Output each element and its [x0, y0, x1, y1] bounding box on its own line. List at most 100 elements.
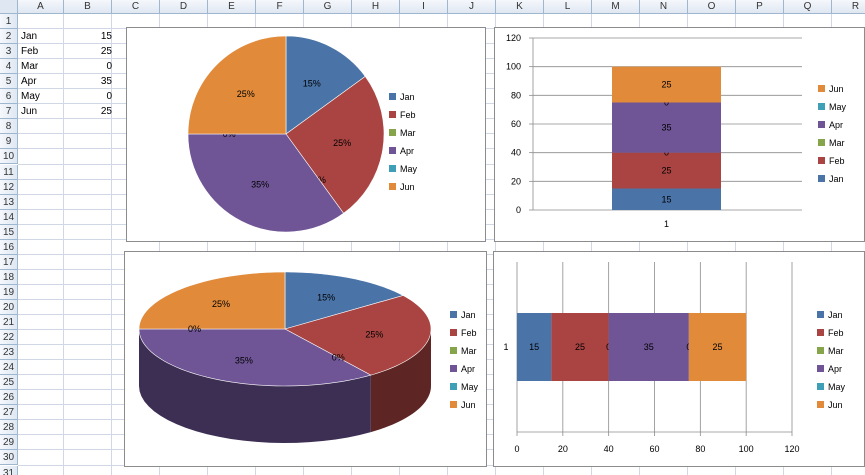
- row-header-25[interactable]: 25: [0, 375, 18, 391]
- legend-label: Feb: [829, 156, 845, 166]
- legend-swatch: [450, 347, 457, 354]
- column-gridline: [831, 14, 832, 475]
- legend-label: Jun: [461, 400, 476, 410]
- row-header-14[interactable]: 14: [0, 209, 18, 225]
- legend-label: Jun: [400, 182, 415, 192]
- row-header-9[interactable]: 9: [0, 134, 18, 150]
- row-header-15[interactable]: 15: [0, 224, 18, 240]
- column-header-d[interactable]: D: [160, 0, 208, 14]
- row-header-2[interactable]: 2: [0, 29, 18, 45]
- row-header-8[interactable]: 8: [0, 119, 18, 135]
- cell-a4[interactable]: Mar: [21, 61, 39, 73]
- cell-b2[interactable]: 15: [100, 31, 112, 43]
- row-header-12[interactable]: 12: [0, 179, 18, 195]
- row-header-7[interactable]: 7: [0, 104, 18, 120]
- x-tick-label: 120: [784, 444, 799, 454]
- cell-b6[interactable]: 0: [106, 91, 112, 103]
- pie-chart-plot: 15%25%0%35%0%25%: [187, 35, 385, 233]
- row-header-16[interactable]: 16: [0, 239, 18, 255]
- bar-segment-apr: [608, 313, 689, 381]
- row-header-21[interactable]: 21: [0, 315, 18, 331]
- bar-segment-jan: [517, 313, 552, 381]
- column-gridline: [447, 14, 448, 475]
- cell-b4[interactable]: 0: [106, 61, 112, 73]
- column-gridline: [303, 14, 304, 475]
- data-label: 25%: [333, 138, 351, 148]
- row-header-11[interactable]: 11: [0, 164, 18, 180]
- y-tick-label: 20: [511, 176, 521, 186]
- stacked-bar-chart[interactable]: 02040608010012015250350251 JanFebMarAprM…: [493, 251, 865, 467]
- row-header-22[interactable]: 22: [0, 330, 18, 346]
- legend-swatch: [818, 103, 825, 110]
- legend-swatch: [450, 329, 457, 336]
- cell-a5[interactable]: Apr: [21, 76, 37, 88]
- column-gridline: [639, 14, 640, 475]
- column-header-k[interactable]: K: [496, 0, 544, 14]
- legend-label: May: [400, 164, 418, 174]
- column-header-c[interactable]: C: [112, 0, 160, 14]
- row-header-30[interactable]: 30: [0, 450, 18, 466]
- column-header-l[interactable]: L: [544, 0, 592, 14]
- bar-segment-jan: [612, 188, 721, 210]
- stacked-column-chart[interactable]: 02040608010012015250350251 JunMayAprMarF…: [494, 27, 865, 242]
- row-header-17[interactable]: 17: [0, 254, 18, 270]
- row-header-6[interactable]: 6: [0, 89, 18, 105]
- pie-slice-jun: [187, 35, 287, 135]
- row-header-13[interactable]: 13: [0, 194, 18, 210]
- row-header-29[interactable]: 29: [0, 435, 18, 451]
- cell-a3[interactable]: Feb: [21, 46, 39, 58]
- column-header-f[interactable]: F: [256, 0, 304, 14]
- y-tick-label: 100: [506, 62, 521, 72]
- column-header-j[interactable]: J: [448, 0, 496, 14]
- legend-label: Jan: [461, 310, 476, 320]
- bar-segment-apr: [612, 102, 721, 153]
- column-header-b[interactable]: B: [64, 0, 112, 14]
- column-header-i[interactable]: I: [400, 0, 448, 14]
- row-header-10[interactable]: 10: [0, 149, 18, 165]
- pie-3d-chart[interactable]: 15% 25% 0% 35% 0% 25% Jan Feb Mar Apr May Jun: [124, 251, 487, 467]
- cell-a7[interactable]: Jun: [21, 106, 38, 118]
- column-header-o[interactable]: O: [688, 0, 736, 14]
- row-header-5[interactable]: 5: [0, 74, 18, 90]
- row-header-4[interactable]: 4: [0, 59, 18, 75]
- stacked-bar-plot: 02040608010012015250350251: [503, 262, 800, 454]
- column-gridline: [159, 14, 160, 475]
- column-header-g[interactable]: G: [304, 0, 352, 14]
- legend-label: Jan: [400, 92, 415, 102]
- row-header-28[interactable]: 28: [0, 420, 18, 436]
- column-header-h[interactable]: H: [352, 0, 400, 14]
- row-header-18[interactable]: 18: [0, 269, 18, 285]
- row-header-19[interactable]: 19: [0, 284, 18, 300]
- data-label: 35%: [235, 355, 253, 365]
- column-header-a[interactable]: A: [18, 0, 64, 14]
- row-header-26[interactable]: 26: [0, 390, 18, 406]
- cell-b3[interactable]: 25: [100, 46, 112, 58]
- legend-swatch: [818, 175, 825, 182]
- y-tick-label: 120: [506, 33, 521, 43]
- row-header-31[interactable]: 31: [0, 465, 18, 475]
- cell-a6[interactable]: May: [21, 91, 40, 103]
- cell-a2[interactable]: Jan: [21, 31, 38, 43]
- pie-3d-plot: 15% 25% 0% 35% 0% 25%: [138, 271, 432, 443]
- pie-slice-feb: [284, 295, 432, 376]
- row-header-3[interactable]: 3: [0, 44, 18, 60]
- cell-b7[interactable]: 25: [100, 106, 112, 118]
- legend-label: Mar: [828, 346, 844, 356]
- column-header-r[interactable]: R: [832, 0, 865, 14]
- row-header-20[interactable]: 20: [0, 299, 18, 315]
- column-header-q[interactable]: Q: [784, 0, 832, 14]
- row-header-1[interactable]: 1: [0, 14, 18, 30]
- column-header-m[interactable]: M: [592, 0, 640, 14]
- cell-b5[interactable]: 35: [100, 76, 112, 88]
- row-header-23[interactable]: 23: [0, 345, 18, 361]
- row-header-27[interactable]: 27: [0, 405, 18, 421]
- column-header-e[interactable]: E: [208, 0, 256, 14]
- data-label: 25: [661, 80, 671, 90]
- row-header-24[interactable]: 24: [0, 360, 18, 376]
- legend-swatch: [389, 129, 396, 136]
- column-header-n[interactable]: N: [640, 0, 688, 14]
- column-header-p[interactable]: P: [736, 0, 784, 14]
- select-all-corner[interactable]: [0, 0, 18, 14]
- legend-label: Feb: [461, 328, 477, 338]
